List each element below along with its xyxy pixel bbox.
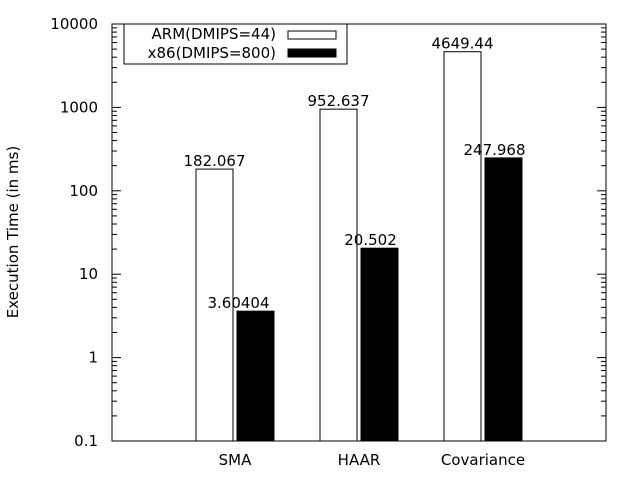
data-label: 3.60404 bbox=[207, 294, 269, 312]
bar-x86-covariance bbox=[484, 157, 523, 442]
data-label: 182.067 bbox=[183, 152, 245, 170]
x-tick-label: SMA bbox=[219, 451, 252, 469]
x-axis-tick-labels: SMA HAAR Covariance bbox=[219, 451, 525, 469]
x-tick-label: Covariance bbox=[441, 451, 525, 469]
data-label: 4649.44 bbox=[431, 35, 493, 53]
data-label: 20.502 bbox=[344, 231, 397, 249]
legend-swatch-x86 bbox=[287, 48, 337, 58]
y-tick-label: 10000 bbox=[50, 15, 98, 33]
y-tick-label: 1 bbox=[88, 349, 98, 367]
y-tick-label: 0.1 bbox=[74, 432, 98, 450]
bar-arm-haar bbox=[319, 108, 358, 442]
y-tick-label: 1000 bbox=[60, 98, 98, 116]
bar-arm-sma bbox=[195, 168, 234, 442]
bar-x86-haar bbox=[360, 247, 399, 442]
data-label: 247.968 bbox=[463, 141, 525, 159]
x-tick-label: HAAR bbox=[338, 451, 381, 469]
legend-swatch-arm bbox=[287, 30, 337, 40]
legend-label-arm: ARM(DMIPS=44) bbox=[152, 25, 276, 43]
data-labels: 182.067 3.60404 952.637 20.502 4649.44 247.96… bbox=[183, 35, 525, 312]
legend-label-x86: x86(DMIPS=800) bbox=[148, 44, 276, 62]
y-tick-label: 100 bbox=[69, 182, 98, 200]
bar-arm-covariance bbox=[443, 51, 482, 442]
legend: ARM(DMIPS=44) x86(DMIPS=800) bbox=[123, 23, 348, 65]
y-axis-ticks: 0.1 1 10 100 1000 10000 bbox=[50, 15, 606, 450]
bar-x86-sma bbox=[236, 310, 275, 442]
bars bbox=[195, 51, 523, 442]
y-tick-label: 10 bbox=[79, 265, 98, 283]
y-axis-title: Execution Time (in ms) bbox=[4, 146, 22, 318]
data-label: 952.637 bbox=[307, 92, 369, 110]
plot-frame bbox=[111, 23, 607, 442]
